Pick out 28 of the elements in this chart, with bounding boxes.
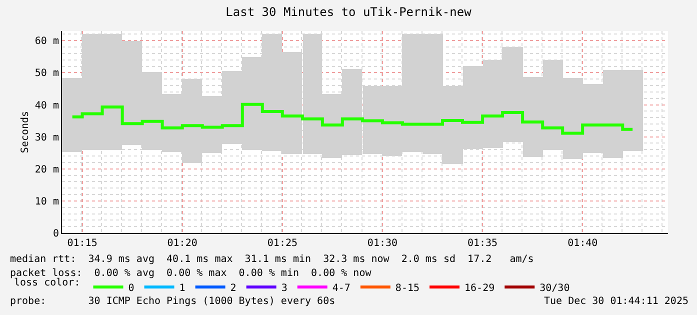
y-tick-label: 60 m — [34, 36, 59, 48]
y-tick-label: 10 m — [34, 196, 59, 208]
legend-label: 8-15 — [395, 282, 420, 294]
x-tick-label: 01:35 — [467, 238, 498, 249]
x-tick-label: 01:25 — [267, 238, 298, 249]
text: median rtt: 34.9 ms avg 40.1 ms max 31.1 ms min 32.3 ms now 2.0 ms sd 17.2 am/s — [10, 254, 534, 265]
x-tick-label: 01:15 — [67, 238, 98, 249]
legend-label: 0 — [128, 282, 134, 294]
legend-label: 1 — [179, 282, 186, 294]
legend-label: 16-29 — [464, 282, 495, 294]
y-axis-title: Seconds — [20, 110, 31, 154]
legend-title: loss color: — [14, 278, 80, 288]
legend-label: 3 — [281, 282, 288, 294]
y-tick-label: 30 m — [34, 132, 59, 144]
x-tick-label: 01:30 — [367, 238, 398, 249]
y-tick-label: 0 — [52, 228, 59, 240]
text: Tue Dec 30 01:44:11 2025 — [544, 296, 688, 307]
text: probe: 30 ICMP Echo Pings (1000 Bytes) every 60s — [10, 296, 336, 307]
y-tick-label: 20 m — [34, 164, 59, 176]
y-tick-label: 40 m — [34, 100, 59, 112]
text: packet loss: 0.00 % avg 0.00 % max 0.00 % min 0.00 % now — [10, 268, 372, 279]
legend-label: 4-7 — [332, 282, 350, 294]
chart-title: Last 30 Minutes to uTik-Pernik-new — [226, 5, 472, 20]
y-tick-label: 50 m — [34, 68, 59, 80]
x-tick-label: 01:20 — [167, 238, 198, 249]
x-tick-label: 01:40 — [568, 238, 598, 249]
legend-label: 30/30 — [540, 282, 570, 294]
legend-label: 2 — [230, 282, 236, 294]
